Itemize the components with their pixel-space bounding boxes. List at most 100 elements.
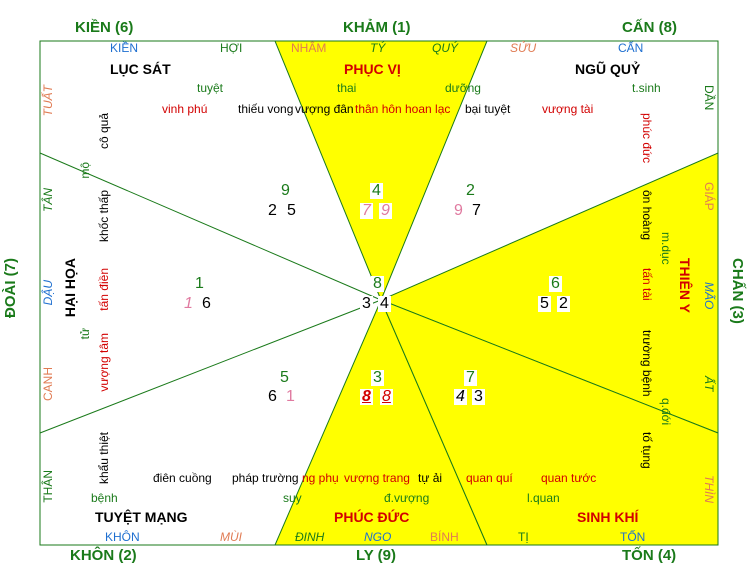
sector-thien-y: THIÊN Y	[677, 258, 693, 313]
sector-phuc-duc: PHÚC ĐỨC	[334, 509, 410, 525]
star-ne-center: 2	[466, 182, 475, 199]
sector-hai-hoa: HẠI HỌA	[62, 258, 78, 318]
star-sw-right: 1	[286, 388, 295, 405]
direction-khon: KHÔN (2)	[70, 547, 137, 564]
label-bai-tuyet: bại tuyệt	[465, 102, 511, 116]
ring-canh: CANH	[41, 367, 55, 402]
label-thai: thai	[337, 81, 357, 95]
label-than-hon: thân hôn	[355, 102, 402, 116]
label-tan-dien: tấn điền	[97, 268, 111, 311]
star-s-center: 3	[371, 369, 384, 386]
star-ne-right: 7	[472, 202, 481, 219]
sector-luc-sat: LỤC SÁT	[110, 61, 171, 77]
star-sw-center: 5	[280, 369, 289, 386]
divider-west-upper	[39, 152, 382, 301]
ring-dau: DẬU	[41, 280, 55, 306]
star-ne-left: 9	[454, 202, 463, 219]
star-nw-right: 5	[287, 202, 296, 219]
ring-can: CẤN	[618, 41, 644, 55]
star-n-left: 7	[360, 202, 373, 219]
label-phap-truong: pháp trường	[232, 471, 299, 485]
divider-west-lower	[39, 299, 382, 434]
label-khau-thiet: khẩu thiệt	[97, 432, 111, 485]
label-khoc-thap: khốc thấp	[97, 190, 111, 243]
label-vuong-trang: vượng trang	[344, 471, 410, 485]
label-ng-phu: ng phụ	[302, 471, 339, 485]
star-s-left: 8	[360, 388, 373, 405]
ring-kien: KIỀN	[110, 41, 139, 55]
star-e-right: 2	[557, 295, 570, 312]
sector-tuyet-mang: TUYỆT MẠNG	[95, 509, 188, 525]
label-tan-tai: tấn tài	[640, 268, 654, 301]
label-tuyet: tuyệt	[197, 81, 224, 95]
southeast-sector	[380, 299, 719, 546]
ring-ti: TỊ	[518, 530, 529, 544]
direction-kham: KHẢM (1)	[343, 19, 411, 36]
star-nw-center: 9	[281, 182, 290, 199]
star-w-right: 6	[202, 295, 211, 312]
north-sector	[274, 40, 488, 302]
label-vuong-dan: vượng đân	[295, 102, 354, 116]
sector-phuc-vi: PHỤC VỊ	[344, 61, 401, 77]
star-se-center: 7	[464, 369, 477, 386]
ring-tuat: TUẤT	[41, 85, 55, 117]
star-n-center: 4	[370, 182, 383, 199]
label-mo: mộ	[78, 162, 92, 179]
label-vuong-tam: vượng tâm	[97, 333, 111, 392]
direction-chan: CHẤN (3)	[729, 258, 746, 324]
star-se-left: 4	[454, 388, 467, 405]
label-duong: dưỡng	[445, 81, 481, 95]
label-m-duc: m.dục	[659, 232, 673, 265]
star-c-left: 3	[360, 295, 373, 312]
label-l-quan: l.quan	[527, 491, 560, 505]
star-c-right: 4	[378, 295, 391, 312]
label-tu-ai: tự ải	[418, 471, 443, 485]
ring-binh: BÍNH	[430, 530, 459, 544]
label-vuong-tai: vượng tài	[542, 102, 594, 116]
star-e-center: 6	[549, 275, 562, 292]
label-tsinh: t.sinh	[632, 81, 661, 95]
ring-ty: TÝ	[370, 41, 386, 55]
label-to-tung: tố tụng	[640, 432, 654, 469]
star-s-right: 8	[380, 388, 393, 405]
direction-ly: LY (9)	[356, 547, 397, 564]
label-benh: bệnh	[91, 491, 118, 505]
star-nw-left: 2	[268, 202, 277, 219]
ring-suu: SỬU	[510, 41, 537, 55]
sector-ngu-quy: NGŨ QUỶ	[575, 61, 641, 77]
ring-ton: TỐN	[620, 530, 646, 544]
label-quan-tuoc: quan tước	[541, 471, 597, 485]
ring-giap: GIÁP	[702, 182, 716, 211]
label-dien-cuong: điên cuồng	[153, 471, 212, 485]
star-c-center: 8	[371, 275, 384, 292]
label-co-qua: cô quả	[97, 113, 111, 150]
ring-mui: MÙI	[220, 530, 242, 544]
label-hoan-lac: hoan lạc	[405, 102, 451, 116]
direction-ton: TỐN (4)	[622, 547, 677, 564]
label-quan-qui: quan quí	[466, 471, 513, 485]
ring-than: THÂN	[41, 470, 55, 503]
ring-tan: TÂN	[41, 188, 55, 212]
direction-can: CẤN (8)	[622, 19, 677, 36]
star-w-left: 1	[184, 295, 193, 312]
ring-khon: KHÔN	[105, 530, 140, 544]
star-w-center: 1	[195, 275, 204, 292]
label-q-doi: q.đới	[659, 398, 673, 426]
ring-ngo: NGO	[364, 530, 392, 544]
ring-thin: THÌN	[702, 475, 716, 503]
ring-dinh: ĐINH	[295, 530, 325, 544]
label-on-hoang: ôn hoàng	[640, 190, 654, 241]
star-sw-left: 6	[268, 388, 277, 405]
star-n-right: 9	[379, 202, 392, 219]
label-vinh-phu: vinh phú	[162, 102, 208, 116]
label-d-vuong: đ.vượng	[384, 491, 430, 505]
label-suy: suy	[283, 491, 302, 505]
label-truong-benh: trường bệnh	[640, 330, 654, 397]
direction-doai: ĐOÀI (7)	[2, 258, 19, 318]
label-tu: tử	[78, 328, 92, 340]
sector-sinh-khi: SINH KHÍ	[577, 509, 639, 525]
ring-at: ẤT	[702, 376, 716, 392]
direction-kien: KIỀN (6)	[75, 19, 134, 36]
